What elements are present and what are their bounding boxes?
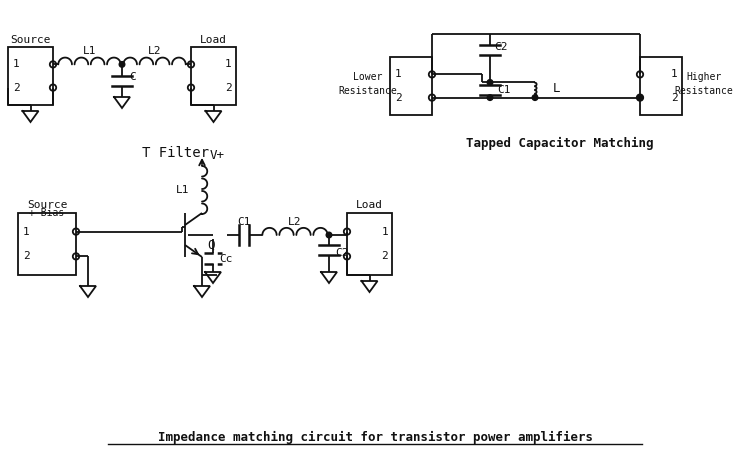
- Bar: [8, 47, 53, 105]
- Text: 1: 1: [22, 226, 29, 237]
- Text: L: L: [553, 81, 560, 94]
- Text: 2: 2: [394, 93, 401, 103]
- Text: C2: C2: [335, 248, 349, 258]
- Bar: [390, 57, 432, 115]
- Text: V+: V+: [210, 148, 225, 161]
- Text: 2: 2: [13, 83, 20, 93]
- Text: Source: Source: [27, 200, 68, 210]
- Bar: [640, 57, 682, 115]
- Text: 1: 1: [394, 69, 401, 80]
- Circle shape: [488, 80, 493, 85]
- Text: + Bias: + Bias: [29, 208, 64, 218]
- Text: 1: 1: [13, 60, 20, 69]
- Text: 1: 1: [225, 60, 231, 69]
- Text: Load: Load: [356, 200, 383, 210]
- Bar: [18, 213, 76, 275]
- Text: Resistance: Resistance: [339, 86, 398, 96]
- Circle shape: [532, 95, 538, 100]
- Text: C2: C2: [494, 42, 508, 53]
- Text: C1: C1: [237, 217, 250, 227]
- Text: Lower: Lower: [353, 72, 382, 82]
- Text: T Filter: T Filter: [142, 146, 208, 160]
- Text: C1: C1: [497, 85, 511, 95]
- Circle shape: [638, 95, 643, 100]
- Text: 2: 2: [670, 93, 677, 103]
- Text: 1: 1: [670, 69, 677, 80]
- Circle shape: [488, 95, 493, 100]
- Text: L2: L2: [148, 46, 161, 56]
- Text: Q: Q: [207, 239, 214, 252]
- Bar: [191, 47, 236, 105]
- Text: 2: 2: [225, 83, 231, 93]
- Text: 1: 1: [382, 226, 388, 237]
- Text: Load: Load: [200, 35, 227, 45]
- Text: 2: 2: [382, 252, 388, 261]
- Text: L1: L1: [82, 46, 96, 56]
- Text: 2: 2: [22, 252, 29, 261]
- Text: Source: Source: [10, 35, 51, 45]
- Bar: [347, 213, 392, 275]
- Text: Cc: Cc: [219, 254, 232, 265]
- Text: L1: L1: [176, 185, 189, 195]
- Text: Impedance matching circuit for transistor power amplifiers: Impedance matching circuit for transisto…: [158, 431, 592, 444]
- Text: C: C: [129, 72, 136, 82]
- Circle shape: [326, 232, 332, 238]
- Circle shape: [119, 61, 124, 67]
- Text: L2: L2: [288, 217, 302, 227]
- Text: Resistance: Resistance: [675, 86, 734, 96]
- Text: Higher: Higher: [686, 72, 722, 82]
- Text: Tapped Capacitor Matching: Tapped Capacitor Matching: [466, 136, 654, 150]
